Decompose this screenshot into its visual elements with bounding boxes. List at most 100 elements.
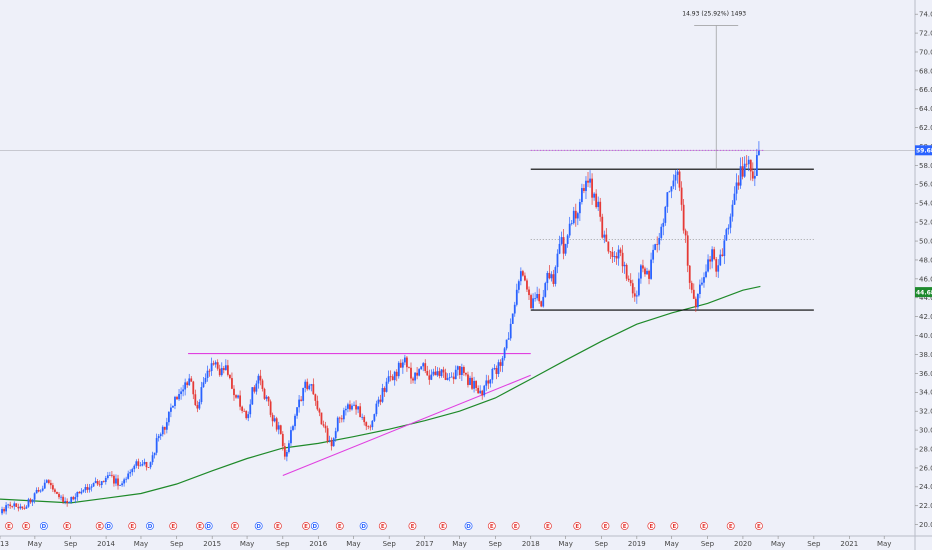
candle[interactable] [406, 355, 408, 372]
candle[interactable] [143, 458, 146, 466]
candle[interactable] [444, 368, 447, 381]
candle[interactable] [365, 421, 368, 431]
candle[interactable] [292, 424, 294, 432]
dividend-event[interactable]: D [464, 522, 473, 530]
candle[interactable] [581, 183, 583, 205]
candle[interactable] [489, 379, 492, 388]
candle[interactable] [212, 360, 215, 366]
candle[interactable] [261, 378, 264, 392]
price-scale-background[interactable] [915, 0, 932, 550]
candle[interactable] [135, 459, 138, 469]
candle[interactable] [88, 484, 91, 493]
candle[interactable] [15, 503, 18, 508]
earnings-event[interactable]: E [647, 522, 656, 530]
candle[interactable] [505, 339, 508, 351]
candle[interactable] [642, 259, 644, 273]
candle[interactable] [711, 246, 714, 269]
candle[interactable] [623, 261, 626, 274]
candle[interactable] [607, 241, 610, 254]
candle[interactable] [351, 403, 353, 411]
candle[interactable] [174, 395, 176, 410]
candle[interactable] [739, 157, 742, 189]
candle[interactable] [574, 203, 577, 227]
candle[interactable] [611, 247, 614, 264]
candle[interactable] [251, 386, 254, 406]
candle[interactable] [86, 483, 89, 493]
candle[interactable] [141, 460, 144, 467]
candle[interactable] [562, 229, 565, 260]
candle[interactable] [383, 386, 386, 397]
candle[interactable] [131, 467, 134, 476]
candle[interactable] [469, 375, 471, 386]
candle[interactable] [729, 213, 732, 234]
candle[interactable] [316, 395, 319, 411]
candle[interactable] [422, 362, 425, 372]
candle[interactable] [672, 174, 675, 190]
candle[interactable] [633, 287, 636, 302]
candle[interactable] [617, 245, 620, 266]
candle[interactable] [501, 355, 504, 373]
candle[interactable] [613, 251, 616, 262]
candle[interactable] [542, 289, 545, 308]
candle[interactable] [151, 451, 154, 465]
candle[interactable] [344, 405, 347, 416]
candle[interactable] [603, 230, 606, 244]
candle[interactable] [662, 218, 665, 236]
candle[interactable] [682, 198, 685, 234]
candle[interactable] [509, 318, 512, 341]
candle[interactable] [495, 365, 498, 380]
candle[interactable] [519, 267, 522, 286]
candle[interactable] [393, 370, 396, 386]
candle[interactable] [167, 411, 170, 426]
candle[interactable] [47, 479, 50, 485]
candle[interactable] [753, 168, 756, 187]
candle[interactable] [676, 169, 679, 184]
candle[interactable] [233, 385, 235, 401]
candle[interactable] [747, 156, 750, 172]
candle[interactable] [696, 293, 699, 310]
candle[interactable] [113, 474, 115, 487]
candle[interactable] [353, 401, 355, 407]
candle[interactable] [625, 263, 628, 282]
earnings-event[interactable]: E [700, 522, 708, 530]
candle[interactable] [342, 407, 345, 423]
candle[interactable] [707, 254, 709, 273]
candle[interactable] [330, 437, 333, 451]
candle[interactable] [701, 277, 703, 286]
candle[interactable] [493, 364, 496, 371]
candle[interactable] [241, 405, 244, 414]
time-scale[interactable]: 2013 May Sep 2014 May Sep 2015 May Sep 2016 May Sep… [0, 536, 891, 548]
candle[interactable] [41, 485, 44, 492]
candle[interactable] [424, 359, 427, 374]
candle[interactable] [310, 383, 313, 392]
earnings-event[interactable]: E [439, 522, 447, 530]
candle[interactable] [678, 169, 681, 192]
candle[interactable] [78, 491, 81, 494]
candle[interactable] [188, 373, 191, 386]
candle[interactable] [165, 417, 168, 434]
candle[interactable] [314, 393, 317, 406]
candle[interactable] [758, 141, 760, 156]
candle[interactable] [27, 497, 30, 508]
candle[interactable] [650, 252, 652, 280]
candle[interactable] [259, 369, 262, 386]
candle[interactable] [473, 376, 475, 393]
candle[interactable] [511, 313, 514, 324]
earnings-event[interactable]: E [543, 522, 552, 530]
candle[interactable] [129, 469, 132, 478]
candle[interactable] [552, 269, 555, 287]
candle[interactable] [139, 462, 142, 467]
candle[interactable] [104, 475, 107, 485]
candle[interactable] [497, 359, 500, 378]
candle[interactable] [54, 488, 56, 494]
candle[interactable] [548, 265, 551, 280]
candle[interactable] [521, 269, 524, 277]
candle[interactable] [115, 474, 117, 487]
candle[interactable] [3, 507, 5, 514]
candle[interactable] [576, 211, 579, 226]
candle[interactable] [324, 421, 327, 433]
candle[interactable] [111, 470, 113, 478]
candle[interactable] [692, 283, 695, 300]
candle[interactable] [717, 259, 720, 278]
